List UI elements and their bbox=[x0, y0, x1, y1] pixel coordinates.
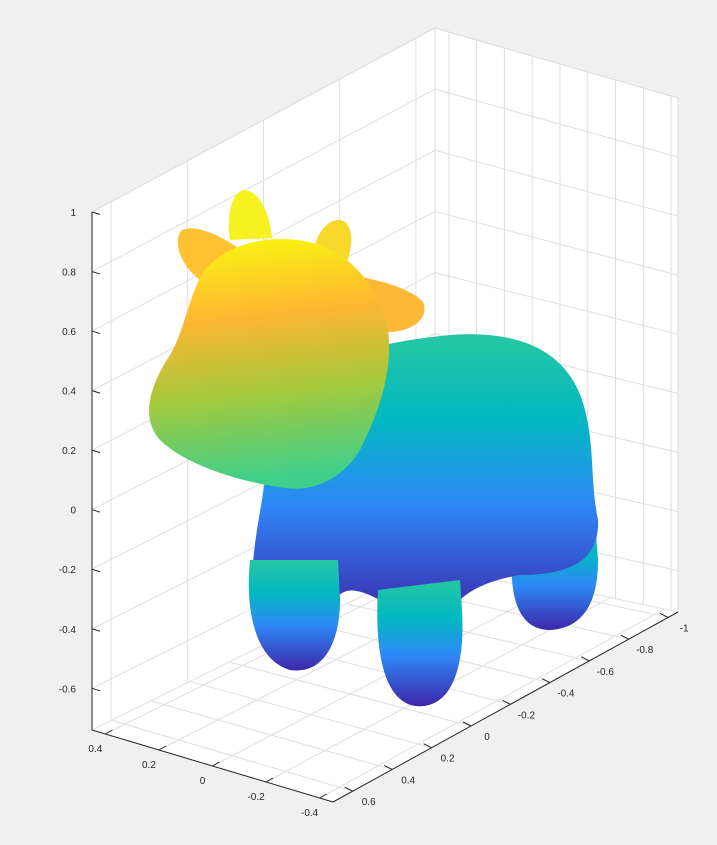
cow-surface bbox=[149, 190, 599, 707]
cow-left-horn bbox=[228, 190, 272, 240]
cow-right-horn bbox=[315, 219, 352, 268]
cow-front-right-leg bbox=[377, 580, 463, 707]
cow-left-ear bbox=[177, 228, 238, 280]
z-tick-mark bbox=[91, 628, 101, 632]
x-tick-label: 0.4 bbox=[88, 744, 102, 755]
y-tick-mark bbox=[423, 743, 432, 749]
x-tick-mark bbox=[212, 761, 220, 767]
z-tick-label: -0.6 bbox=[59, 684, 77, 695]
z-tick-mark bbox=[91, 509, 101, 513]
y-grid-line bbox=[111, 719, 353, 792]
y-tick-label: 0.4 bbox=[401, 775, 415, 786]
x-tick-mark bbox=[158, 745, 167, 751]
y-tick-label: 0 bbox=[484, 732, 490, 743]
x-tick-label: -0.4 bbox=[301, 808, 319, 819]
x-tick-label: 0 bbox=[200, 776, 206, 787]
x-tick-label: 0.2 bbox=[142, 760, 156, 771]
y-tick-label: -1 bbox=[680, 623, 689, 634]
y-grid-line bbox=[189, 680, 432, 749]
z-grid-line bbox=[434, 88, 679, 158]
box-edge bbox=[91, 27, 436, 213]
x-tick-label: -0.2 bbox=[247, 792, 265, 803]
y-grid-line bbox=[229, 661, 472, 727]
z-tick-mark bbox=[91, 390, 101, 394]
cow-head bbox=[149, 238, 390, 489]
z-tick-label: 0.4 bbox=[62, 387, 76, 398]
y-tick-mark bbox=[344, 786, 353, 792]
y-tick-mark bbox=[462, 721, 472, 727]
z-grid-line bbox=[434, 149, 679, 217]
tick-labels: 1 0.8 0.6 0.4 0.2 0 -0.2 -0.4 -0.6 0.4 0.2 0 -0.2 -0.… bbox=[59, 208, 689, 819]
z-tick-label: 0.2 bbox=[62, 446, 76, 457]
z-grid-line bbox=[434, 272, 679, 335]
y-tick-label: -0.8 bbox=[636, 645, 654, 656]
y-tick-mark bbox=[581, 656, 590, 662]
z-tick-label: 0.8 bbox=[62, 268, 76, 279]
box-edge bbox=[434, 27, 679, 99]
z-tick-mark bbox=[91, 449, 101, 454]
x-grid-line bbox=[212, 585, 557, 767]
x-grid-line bbox=[319, 608, 665, 799]
cow-front-left-leg bbox=[248, 560, 340, 671]
z-tick-mark bbox=[91, 568, 101, 573]
y-tick-mark bbox=[383, 764, 393, 770]
y-tick-label: -0.6 bbox=[597, 667, 615, 678]
z-tick-label: -0.4 bbox=[59, 625, 77, 636]
y-axis-line bbox=[332, 611, 679, 803]
y-tick-mark bbox=[659, 612, 669, 618]
y-tick-label: 0.6 bbox=[362, 797, 376, 808]
z-tick-label: 0.6 bbox=[62, 327, 76, 338]
y-tick-mark bbox=[620, 634, 629, 640]
z-tick-mark bbox=[91, 330, 101, 335]
z-tick-mark bbox=[91, 271, 101, 275]
z-tick-label: 0 bbox=[70, 506, 76, 517]
y-grid-line bbox=[150, 700, 393, 770]
y-tick-label: -0.4 bbox=[557, 689, 575, 700]
x-tick-mark bbox=[319, 793, 327, 799]
z-tick-mark bbox=[91, 211, 101, 215]
x-tick-mark bbox=[265, 777, 274, 783]
z-grid-line bbox=[434, 210, 679, 276]
tick-marks bbox=[91, 211, 669, 799]
y-tick-mark bbox=[502, 699, 511, 705]
y-tick-label: 0.2 bbox=[441, 754, 455, 765]
x-tick-mark bbox=[105, 729, 113, 735]
z-tick-label: -0.2 bbox=[59, 565, 77, 576]
z-tick-mark bbox=[91, 687, 101, 692]
y-tick-label: -0.2 bbox=[518, 710, 536, 721]
z-tick-label: 1 bbox=[70, 208, 76, 219]
y-tick-mark bbox=[541, 678, 551, 684]
